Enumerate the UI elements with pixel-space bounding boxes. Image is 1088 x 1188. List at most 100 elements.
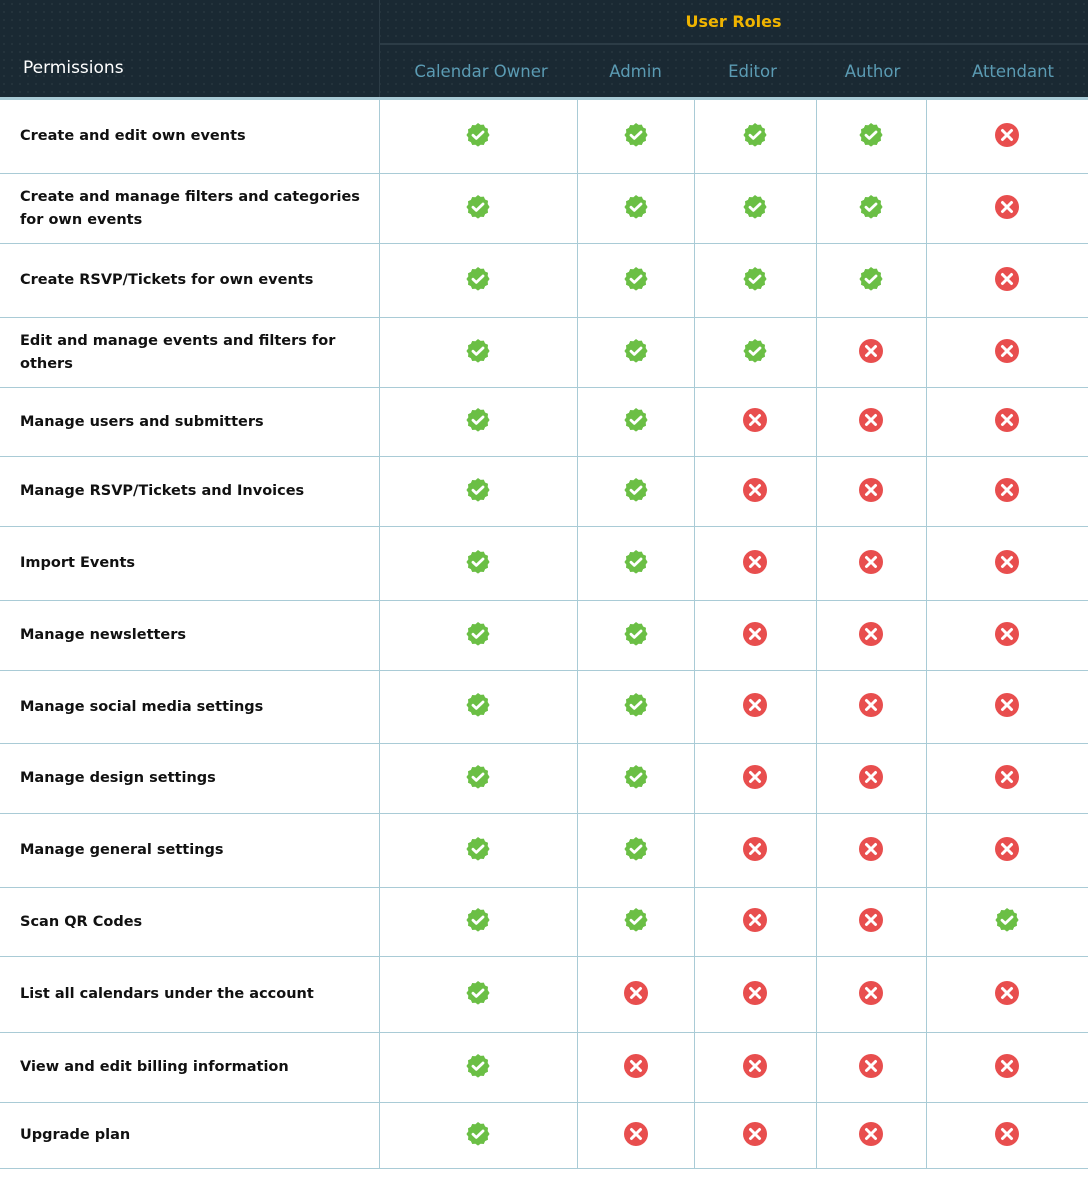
permission-cell: [815, 317, 927, 388]
table-row: Manage newsletters: [0, 600, 1088, 671]
check-badge-icon: [742, 338, 768, 364]
permission-cell: [576, 670, 695, 744]
permission-cell: [693, 600, 817, 671]
permission-cell: [925, 1102, 1088, 1169]
check-badge-icon: [465, 549, 491, 575]
permission-cell: [378, 956, 578, 1033]
x-circle-icon: [623, 980, 649, 1006]
check-badge-icon: [623, 907, 649, 933]
x-circle-icon: [742, 621, 768, 647]
x-circle-icon: [994, 980, 1020, 1006]
check-badge-icon: [465, 621, 491, 647]
table-header: Permissions User Roles Calendar Owner Ad…: [0, 0, 1088, 97]
role-attendant: Attendant: [971, 62, 1055, 81]
check-badge-icon: [742, 122, 768, 148]
permission-cell: [925, 1032, 1088, 1103]
permission-cell: [925, 173, 1088, 244]
x-circle-icon: [994, 764, 1020, 790]
user-roles-header: User Roles: [685, 12, 782, 31]
x-circle-icon: [858, 692, 884, 718]
table-row: Manage general settings: [0, 813, 1088, 888]
check-badge-icon: [623, 266, 649, 292]
x-circle-icon: [623, 1121, 649, 1147]
table-row: Upgrade plan: [0, 1102, 1088, 1169]
permission-cell: [378, 600, 578, 671]
check-badge-icon: [858, 122, 884, 148]
permission-cell: [693, 173, 817, 244]
check-badge-icon: [465, 338, 491, 364]
permission-cell: [378, 456, 578, 527]
x-circle-icon: [994, 549, 1020, 575]
x-circle-icon: [623, 1053, 649, 1079]
permission-cell: [576, 956, 695, 1033]
check-badge-icon: [465, 1053, 491, 1079]
x-circle-icon: [858, 338, 884, 364]
check-badge-icon: [742, 194, 768, 220]
permission-cell: [815, 813, 927, 888]
permission-cell: [378, 173, 578, 244]
permission-cell: [925, 887, 1088, 957]
role-calendar-owner: Calendar Owner: [414, 62, 548, 81]
permission-cell: [815, 600, 927, 671]
permission-cell: [925, 600, 1088, 671]
permission-cell: [925, 813, 1088, 888]
table-row: Manage social media settings: [0, 670, 1088, 744]
permission-cell: [693, 97, 817, 174]
x-circle-icon: [742, 477, 768, 503]
x-circle-icon: [858, 477, 884, 503]
permission-label: Upgrade plan: [0, 1102, 380, 1169]
permission-label: List all calendars under the account: [0, 956, 380, 1033]
table-row: Manage users and submitters: [0, 387, 1088, 457]
permission-cell: [576, 1102, 695, 1169]
permission-cell: [815, 1102, 927, 1169]
x-circle-icon: [994, 621, 1020, 647]
check-badge-icon: [858, 266, 884, 292]
table-row: Create RSVP/Tickets for own events: [0, 243, 1088, 318]
permission-cell: [693, 813, 817, 888]
permission-cell: [378, 97, 578, 174]
permission-cell: [693, 243, 817, 318]
table-row: Manage design settings: [0, 743, 1088, 814]
permissions-table: Create and edit own events Create and man…: [0, 97, 1088, 1169]
check-badge-icon: [465, 836, 491, 862]
permission-cell: [693, 887, 817, 957]
x-circle-icon: [858, 549, 884, 575]
table-row: Scan QR Codes: [0, 887, 1088, 957]
permission-cell: [815, 956, 927, 1033]
permission-label: Scan QR Codes: [0, 887, 380, 957]
table-row: Create and edit own events: [0, 97, 1088, 174]
x-circle-icon: [994, 266, 1020, 292]
permission-cell: [378, 387, 578, 457]
permission-label: Manage newsletters: [0, 600, 380, 671]
check-badge-icon: [465, 407, 491, 433]
permission-cell: [693, 1102, 817, 1169]
x-circle-icon: [858, 1121, 884, 1147]
check-badge-icon: [623, 621, 649, 647]
permission-cell: [693, 1032, 817, 1103]
permission-cell: [693, 387, 817, 457]
permission-cell: [576, 97, 695, 174]
x-circle-icon: [994, 407, 1020, 433]
check-badge-icon: [465, 122, 491, 148]
permission-cell: [815, 456, 927, 527]
permission-cell: [925, 743, 1088, 814]
x-circle-icon: [742, 1121, 768, 1147]
check-badge-icon: [623, 477, 649, 503]
permission-cell: [693, 743, 817, 814]
permission-cell: [576, 456, 695, 527]
header-divider-vertical: [379, 0, 380, 97]
check-badge-icon: [623, 407, 649, 433]
permission-cell: [925, 670, 1088, 744]
permission-cell: [925, 317, 1088, 388]
permission-cell: [693, 317, 817, 388]
permission-label: Edit and manage events and filters for o…: [0, 317, 380, 388]
check-badge-icon: [858, 194, 884, 220]
check-badge-icon: [623, 549, 649, 575]
check-badge-icon: [623, 836, 649, 862]
permission-cell: [815, 243, 927, 318]
x-circle-icon: [742, 980, 768, 1006]
permission-cell: [925, 243, 1088, 318]
permission-cell: [693, 670, 817, 744]
x-circle-icon: [858, 1053, 884, 1079]
permission-cell: [815, 887, 927, 957]
